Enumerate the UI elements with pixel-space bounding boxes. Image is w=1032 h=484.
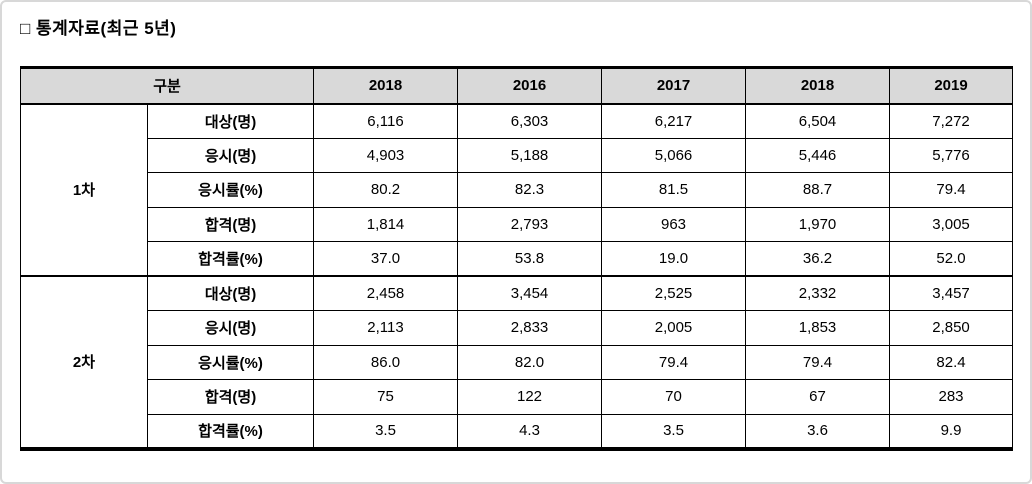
value-cell: 2,833 <box>457 310 603 346</box>
value-cell: 3.5 <box>313 413 459 449</box>
value-cell: 7,272 <box>889 103 1014 139</box>
value-cell: 79.4 <box>601 344 747 380</box>
value-cell: 79.4 <box>745 344 891 380</box>
value-cell: 81.5 <box>601 172 747 208</box>
table-row: 합격률(%) 3.5 4.3 3.5 3.6 9.9 <box>21 413 1014 449</box>
header-year-cell: 2016 <box>457 67 603 105</box>
value-cell: 963 <box>601 206 747 242</box>
value-cell: 79.4 <box>889 172 1014 208</box>
value-cell: 53.8 <box>457 241 603 277</box>
group-cell: 1차 <box>20 103 148 277</box>
value-cell: 4,903 <box>313 137 459 173</box>
value-cell: 6,303 <box>457 103 603 139</box>
value-cell: 3.5 <box>601 413 747 449</box>
value-cell: 19.0 <box>601 241 747 277</box>
value-cell: 2,850 <box>889 310 1014 346</box>
value-cell: 2,458 <box>313 275 459 311</box>
table-row: 합격(명) 75 122 70 67 283 <box>21 379 1014 415</box>
value-cell: 82.0 <box>457 344 603 380</box>
header-year-cell: 2017 <box>601 67 747 105</box>
value-cell: 5,446 <box>745 137 891 173</box>
table-row: 합격(명) 1,814 2,793 963 1,970 3,005 <box>21 206 1014 242</box>
row-label-cell: 응시률(%) <box>146 344 315 380</box>
value-cell: 9.9 <box>889 413 1014 449</box>
value-cell: 67 <box>745 379 891 415</box>
value-cell: 3,457 <box>889 275 1014 311</box>
header-year-cell: 2019 <box>889 67 1014 105</box>
value-cell: 5,066 <box>601 137 747 173</box>
value-cell: 88.7 <box>745 172 891 208</box>
row-label-cell: 합격(명) <box>146 206 315 242</box>
value-cell: 1,814 <box>313 206 459 242</box>
value-cell: 80.2 <box>313 172 459 208</box>
table-header-row: 구분 2018 2016 2017 2018 2019 <box>19 67 1014 105</box>
group-cell: 2차 <box>20 275 148 449</box>
value-cell: 70 <box>601 379 747 415</box>
table-row: 응시(명) 4,903 5,188 5,066 5,446 5,776 <box>21 137 1014 173</box>
value-cell: 5,776 <box>889 137 1014 173</box>
value-cell: 82.3 <box>457 172 603 208</box>
table-row: 1차 대상(명) 6,116 6,303 6,217 6,504 7,272 <box>20 103 1014 277</box>
row-label-cell: 대상(명) <box>146 275 315 311</box>
header-year-cell: 2018 <box>745 67 891 105</box>
value-cell: 6,504 <box>745 103 891 139</box>
value-cell: 36.2 <box>745 241 891 277</box>
header-year-cell: 2018 <box>313 67 459 105</box>
value-cell: 1,853 <box>745 310 891 346</box>
value-cell: 3,454 <box>457 275 603 311</box>
value-cell: 2,525 <box>601 275 747 311</box>
value-cell: 37.0 <box>313 241 459 277</box>
value-cell: 1,970 <box>745 206 891 242</box>
row-label-cell: 합격률(%) <box>146 241 315 277</box>
value-cell: 3,005 <box>889 206 1014 242</box>
row-label-cell: 대상(명) <box>146 103 315 139</box>
table-row: 2차 대상(명) 2,458 3,454 2,525 2,332 3,457 <box>20 275 1014 449</box>
value-cell: 82.4 <box>889 344 1014 380</box>
value-cell: 75 <box>313 379 459 415</box>
table-row: 응시률(%) 80.2 82.3 81.5 88.7 79.4 <box>21 172 1014 208</box>
table-row: 응시률(%) 86.0 82.0 79.4 79.4 82.4 <box>21 344 1014 380</box>
value-cell: 52.0 <box>889 241 1014 277</box>
value-cell: 86.0 <box>313 344 459 380</box>
value-cell: 2,332 <box>745 275 891 311</box>
table-row: 응시(명) 2,113 2,833 2,005 1,853 2,850 <box>21 310 1014 346</box>
value-cell: 6,217 <box>601 103 747 139</box>
row-label-cell: 응시률(%) <box>146 172 315 208</box>
value-cell: 3.6 <box>745 413 891 449</box>
value-cell: 283 <box>889 379 1014 415</box>
table-row: 합격률(%) 37.0 53.8 19.0 36.2 52.0 <box>21 241 1014 277</box>
value-cell: 5,188 <box>457 137 603 173</box>
row-label-cell: 합격(명) <box>146 379 315 415</box>
value-cell: 122 <box>457 379 603 415</box>
row-label-cell: 응시(명) <box>146 310 315 346</box>
value-cell: 2,793 <box>457 206 603 242</box>
header-category-cell: 구분 <box>19 67 315 105</box>
statistics-table: 구분 2018 2016 2017 2018 2019 1차 대상(명) 6,1… <box>19 66 1014 451</box>
value-cell: 6,116 <box>313 103 459 139</box>
value-cell: 2,005 <box>601 310 747 346</box>
value-cell: 4.3 <box>457 413 603 449</box>
page-title: □ 통계자료(최근 5년) <box>20 19 177 38</box>
row-label-cell: 응시(명) <box>146 137 315 173</box>
row-label-cell: 합격률(%) <box>146 413 315 449</box>
value-cell: 2,113 <box>313 310 459 346</box>
